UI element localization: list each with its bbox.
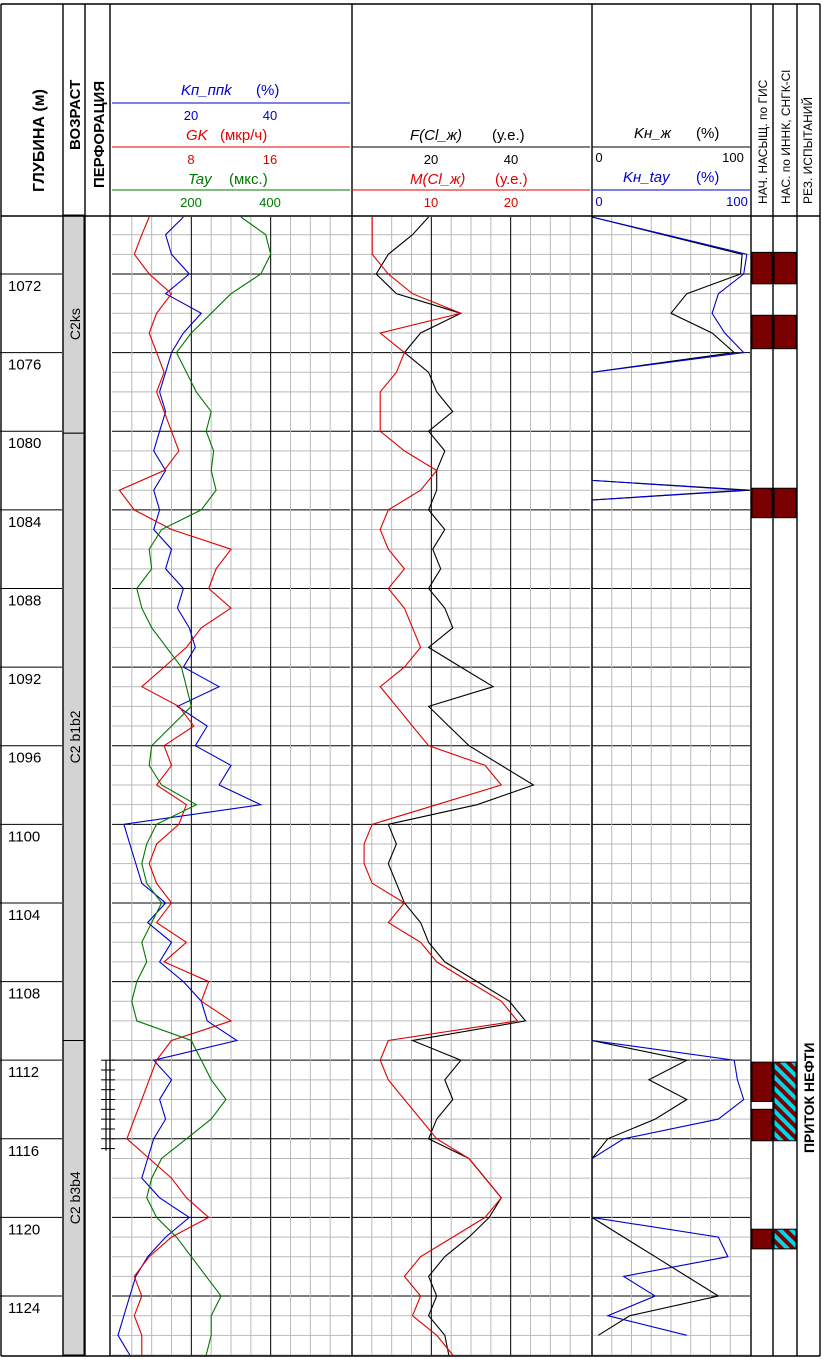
m-tick-1: 10 — [424, 195, 438, 210]
nach-nas-track-title: НАЧ. НАСЫЩ. по ГИС — [756, 79, 770, 204]
m-tick-2: 20 — [504, 195, 518, 210]
depth-label: 1080 — [8, 435, 41, 452]
curves-layer — [117, 216, 751, 1356]
m-label: M(Cl_ж) — [410, 171, 465, 188]
curve-GK — [118, 216, 233, 1355]
result-text: ПРИТОК НЕФТИ — [801, 1043, 817, 1153]
depth-label: 1072 — [8, 278, 41, 295]
kn-zh-tick-1: 0 — [595, 150, 602, 165]
tau-label: Tay — [188, 171, 213, 188]
gk-tick-1: 8 — [187, 152, 194, 167]
innk-interval — [773, 1228, 797, 1250]
kn-zh-label: Kн_ж — [634, 125, 672, 142]
age-label: C2ks — [67, 308, 83, 340]
f-tick-1: 20 — [424, 152, 438, 167]
nach-nas-interval — [751, 1061, 773, 1102]
nach-nas-interval — [751, 251, 773, 285]
kn-tay-unit: (%) — [696, 169, 719, 186]
depth-label: 1104 — [8, 907, 40, 924]
kp-tick-2: 40 — [263, 108, 277, 123]
depth-label: 1100 — [8, 828, 40, 845]
m-unit: (у.е.) — [495, 171, 528, 188]
grid-layer — [0, 217, 750, 1356]
kp-tick-1: 20 — [184, 108, 198, 123]
innk-interval — [773, 487, 797, 519]
curve-Kн_ж — [591, 216, 751, 1336]
innk-interval — [773, 314, 797, 350]
depth-label: 1076 — [8, 357, 41, 374]
f-tick-2: 40 — [504, 152, 518, 167]
tau-tick-2: 400 — [259, 195, 281, 210]
kn-tay-label: Kн_tay — [623, 169, 671, 186]
tau-unit: (мкс.) — [229, 171, 268, 188]
rez-track-title: РЕЗ. ИСПЫТАНИЙ — [800, 97, 815, 204]
depth-label: 1124 — [8, 1300, 40, 1317]
gk-unit: (мкр/ч) — [220, 127, 267, 144]
depth-track-title: ГЛУБИНА (м) — [31, 89, 48, 192]
kn-tay-tick-2: 100 — [726, 194, 748, 209]
nach-nas-interval — [751, 1228, 773, 1250]
innk-interval — [773, 1061, 797, 1142]
depth-label: 1084 — [8, 514, 41, 531]
perforation-track-title: ПЕРФОРАЦИЯ — [91, 81, 108, 188]
nas-innk-track-title: НАС. по ИННК, СНГК-Cl — [779, 70, 793, 204]
depth-label: 1112 — [8, 1064, 39, 1081]
nach-nas-interval — [751, 1108, 773, 1142]
labels-layer: C2ks C2 b1b2 C2 b3b4 1072 1076 1080 1084 1088 10… — [8, 278, 83, 1317]
depth-label: 1120 — [8, 1221, 40, 1238]
age-track-title: ВОЗРАСТ — [67, 80, 84, 150]
nach-nas-interval — [751, 314, 773, 350]
kp-unit: (%) — [256, 82, 279, 99]
frame-layer — [0, 3, 821, 1357]
innk-interval — [773, 251, 797, 285]
curve-M(Cl_ж) — [363, 217, 519, 1356]
age-label: C2 b3b4 — [67, 1171, 83, 1224]
curve-F(Cl_ж) — [375, 216, 535, 1356]
nach-nas-interval — [751, 487, 773, 519]
curve-Kп_ппk — [117, 216, 263, 1356]
depth-label: 1116 — [8, 1143, 39, 1160]
curve-Tay — [131, 216, 272, 1356]
kn-zh-unit: (%) — [696, 125, 719, 142]
depth-label: 1092 — [8, 671, 41, 688]
f-unit: (у.е.) — [492, 127, 525, 144]
depth-label: 1096 — [8, 750, 41, 767]
gk-label: GK — [186, 127, 209, 144]
kn-tay-tick-1: 0 — [595, 194, 602, 209]
kp-label: Kп_ппk — [181, 82, 233, 99]
kn-zh-tick-2: 100 — [722, 150, 744, 165]
age-label: C2 b1b2 — [67, 710, 83, 763]
tau-tick-1: 200 — [180, 195, 202, 210]
fills-layer — [62, 214, 797, 1356]
depth-label: 1108 — [8, 986, 40, 1003]
depth-label: 1088 — [8, 592, 41, 609]
curve-Kн_tay — [591, 216, 748, 1336]
f-label: F(Cl_ж) — [410, 127, 462, 144]
gk-tick-2: 16 — [263, 152, 277, 167]
